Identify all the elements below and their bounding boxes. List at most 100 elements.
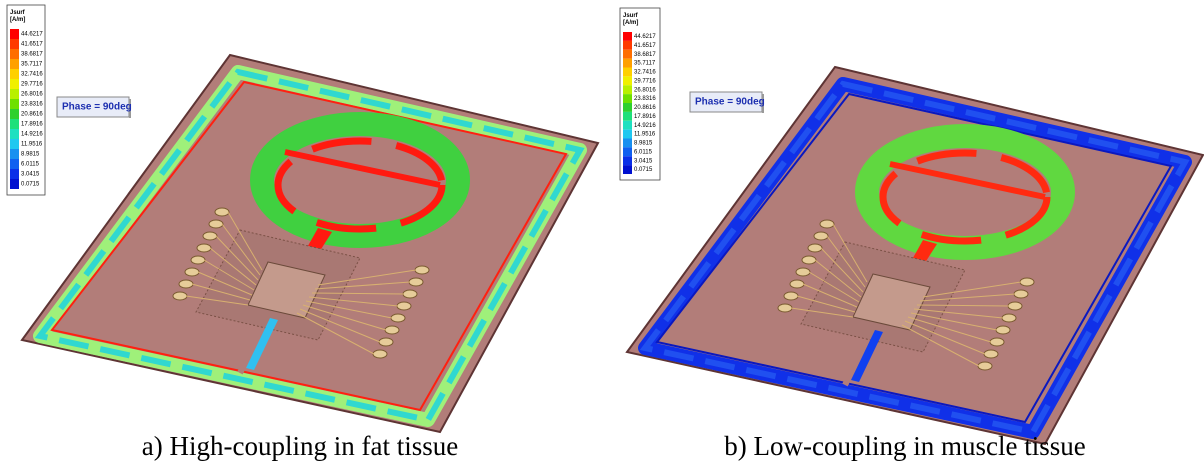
legend-label: 14.9216 — [21, 132, 43, 138]
legend-swatch — [623, 121, 632, 130]
phase-label: Phase = 90deg — [62, 102, 132, 113]
legend-swatch — [10, 149, 19, 159]
figure: Jsurf[A/m]44.621741.651738.681735.711732… — [0, 0, 1204, 469]
legend-label: 0.0715 — [21, 182, 40, 188]
panel: Jsurf[A/m]44.621741.651738.681735.711732… — [7, 5, 598, 461]
legend-label: 8.9815 — [634, 141, 653, 147]
legend-swatch — [10, 169, 19, 179]
pad — [820, 220, 834, 228]
pad — [185, 268, 199, 276]
legend-label: 35.7117 — [634, 61, 656, 67]
legend-swatch — [10, 179, 19, 189]
legend-swatch — [623, 130, 632, 139]
legend-swatch — [10, 29, 19, 39]
panel: Jsurf[A/m] 44.6217 41.6517 38.6817 35.7117 32… — [620, 8, 1203, 461]
legend-unit: [A/m] — [10, 17, 25, 23]
legend-label: 11.9516 — [634, 132, 656, 138]
legend-label: 23.8316 — [634, 96, 656, 102]
legend-swatch — [10, 139, 19, 149]
legend-label: 26.8016 — [21, 92, 43, 98]
legend-label: 35.7117 — [21, 62, 43, 68]
pad — [173, 292, 187, 300]
pad — [802, 256, 816, 264]
legend-swatch — [10, 99, 19, 109]
legend-title: Jsurf — [10, 10, 26, 16]
legend-swatch — [10, 49, 19, 59]
legend-label: 17.8916 — [21, 122, 43, 128]
legend-label: 20.8616 — [634, 105, 656, 111]
legend-label: 0.0715 — [634, 167, 653, 173]
caption: b) Low-coupling in muscle tissue — [724, 431, 1085, 461]
legend-swatch — [10, 59, 19, 69]
legend-label: 44.6217 — [21, 32, 43, 38]
legend-label: 29.7716 — [634, 78, 656, 84]
legend-swatch — [10, 129, 19, 139]
legend-swatch — [623, 165, 632, 174]
legend-swatch — [623, 139, 632, 148]
pad — [1014, 290, 1028, 298]
legend-swatch — [623, 85, 632, 94]
pad — [990, 338, 1004, 346]
legend-swatch — [10, 69, 19, 79]
pad — [778, 304, 792, 312]
caption: a) High-coupling in fat tissue — [142, 431, 458, 461]
pad — [209, 220, 223, 228]
legend-label: 23.8316 — [21, 102, 43, 108]
legend-swatch — [623, 76, 632, 85]
legend-label: 8.9815 — [21, 152, 40, 158]
pad — [409, 278, 423, 286]
pad — [796, 268, 810, 276]
legend-title: Jsurf — [623, 13, 639, 19]
pad — [1020, 278, 1034, 286]
phase-label: Phase = 90deg — [695, 97, 765, 108]
legend-label: 11.9516 — [21, 142, 43, 148]
pad — [373, 350, 387, 358]
legend-label: 44.6217 — [634, 34, 656, 40]
pad — [415, 266, 429, 274]
pad — [203, 232, 217, 240]
legend-label: 6.0115 — [634, 149, 653, 155]
pad — [1002, 314, 1016, 322]
pad — [397, 302, 411, 310]
pad — [784, 292, 798, 300]
pad — [403, 290, 417, 298]
pad — [215, 208, 229, 216]
pad — [179, 280, 193, 288]
legend-swatch — [623, 32, 632, 41]
pad — [191, 256, 205, 264]
pad — [391, 314, 405, 322]
legend-swatch — [623, 147, 632, 156]
legend-label: 20.8616 — [21, 112, 43, 118]
legend-label: 6.0115 — [21, 162, 40, 168]
pad — [978, 362, 992, 370]
legend-swatch — [623, 68, 632, 77]
pad — [984, 350, 998, 358]
pad — [379, 338, 393, 346]
legend-label: 14.9216 — [634, 123, 656, 129]
legend-swatch — [623, 112, 632, 121]
legend-swatch — [623, 103, 632, 112]
legend-swatch — [10, 109, 19, 119]
legend-swatch — [10, 159, 19, 169]
board-view — [627, 67, 1203, 444]
legend-label: 3.0415 — [634, 158, 653, 164]
pad — [197, 244, 211, 252]
pad — [808, 244, 822, 252]
pad — [1008, 302, 1022, 310]
legend-label: 3.0415 — [21, 172, 40, 178]
legend-swatch — [10, 119, 19, 129]
legend-unit: [A/m] — [623, 20, 638, 26]
legend-label: 41.6517 — [634, 43, 656, 49]
legend-label: 41.6517 — [21, 42, 43, 48]
pad — [996, 326, 1010, 334]
pad — [790, 280, 804, 288]
legend-label: 26.8016 — [634, 87, 656, 93]
legend-swatch — [623, 94, 632, 103]
legend-swatch — [623, 156, 632, 165]
legend-swatch — [623, 50, 632, 59]
legend-label: 38.6817 — [634, 52, 656, 58]
pad — [385, 326, 399, 334]
legend-swatch — [10, 39, 19, 49]
legend-swatch — [10, 89, 19, 99]
legend-label: 32.7416 — [634, 70, 656, 76]
